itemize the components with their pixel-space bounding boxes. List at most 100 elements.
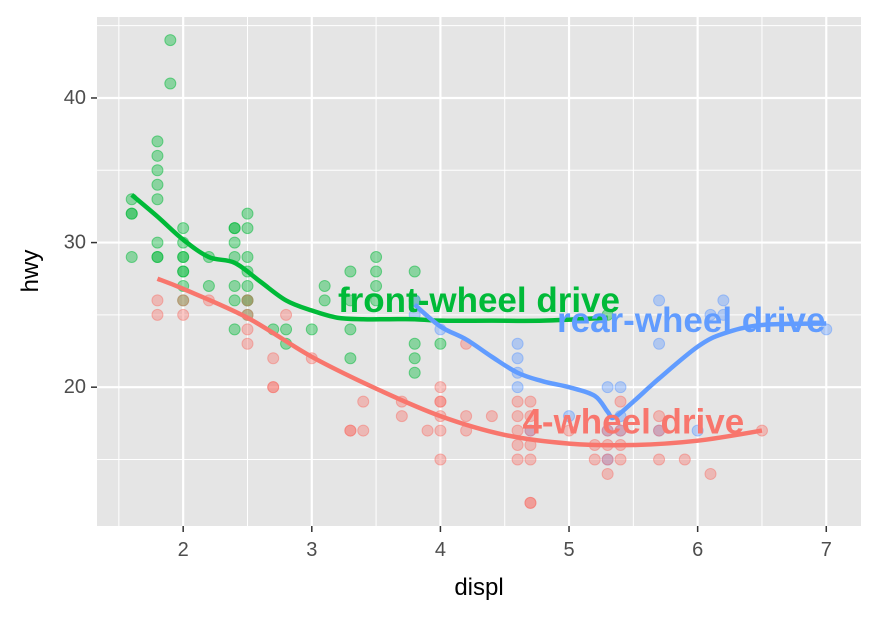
data-point — [434, 395, 447, 408]
data-point — [267, 352, 280, 365]
data-point — [164, 77, 177, 90]
data-point — [241, 337, 254, 350]
data-point — [691, 424, 704, 437]
data-point — [653, 424, 666, 437]
data-point — [485, 410, 498, 423]
data-point — [241, 279, 254, 292]
x-tick-label: 7 — [821, 539, 832, 561]
data-point — [177, 308, 190, 321]
y-tick-label: 40 — [64, 87, 86, 109]
data-point — [704, 467, 717, 480]
grid-lines — [97, 17, 861, 526]
data-point — [653, 337, 666, 350]
data-point — [434, 337, 447, 350]
data-point — [280, 308, 293, 321]
data-point — [524, 424, 537, 437]
data-point — [177, 251, 190, 264]
data-point — [524, 395, 537, 408]
x-tick-label: 3 — [306, 539, 317, 561]
data-point — [408, 366, 421, 379]
data-point — [305, 323, 318, 336]
y-tick-label: 30 — [64, 232, 86, 254]
y-axis-title: hwy — [17, 250, 44, 293]
data-point — [357, 424, 370, 437]
data-point — [228, 294, 241, 307]
y-tick-label: 20 — [64, 376, 86, 398]
data-point — [601, 424, 614, 437]
data-point — [151, 236, 164, 249]
data-point — [202, 279, 215, 292]
data-point — [151, 178, 164, 191]
data-point — [511, 337, 524, 350]
data-point — [241, 251, 254, 264]
data-point — [563, 410, 576, 423]
data-point — [151, 308, 164, 321]
data-point — [241, 222, 254, 235]
series-label: front-wheel drive — [338, 281, 620, 320]
data-point — [344, 294, 357, 307]
data-point — [228, 323, 241, 336]
data-point — [408, 337, 421, 350]
data-point — [280, 323, 293, 336]
data-point — [241, 294, 254, 307]
series-label: 4-wheel drive — [522, 402, 744, 441]
series-label: rear-wheel drive — [557, 301, 825, 340]
data-point — [614, 424, 627, 437]
data-point — [344, 265, 357, 278]
data-point — [460, 410, 473, 423]
data-point — [177, 294, 190, 307]
data-point — [653, 453, 666, 466]
data-point — [524, 496, 537, 509]
data-point — [434, 381, 447, 394]
data-point — [344, 352, 357, 365]
data-point — [653, 410, 666, 423]
x-tick-label: 4 — [435, 539, 446, 561]
data-point — [125, 207, 138, 220]
data-point — [228, 222, 241, 235]
data-point — [125, 251, 138, 264]
x-tick-label: 2 — [178, 539, 189, 561]
data-point — [614, 395, 627, 408]
data-point — [177, 265, 190, 278]
data-point — [151, 193, 164, 206]
data-point — [511, 410, 524, 423]
data-point — [434, 453, 447, 466]
data-point — [318, 279, 331, 292]
data-point — [704, 308, 717, 321]
data-point — [511, 352, 524, 365]
data-point — [601, 467, 614, 480]
data-point — [151, 251, 164, 264]
data-point — [588, 453, 601, 466]
x-tick-label: 6 — [692, 539, 703, 561]
data-point — [241, 207, 254, 220]
data-point — [408, 265, 421, 278]
smooth-line — [156, 276, 763, 448]
data-point — [717, 308, 730, 321]
data-point — [511, 439, 524, 452]
data-point — [370, 251, 383, 264]
data-point — [370, 294, 383, 307]
data-point — [678, 453, 691, 466]
data-point — [717, 294, 730, 307]
data-point — [370, 265, 383, 278]
data-point — [177, 222, 190, 235]
data-point — [228, 279, 241, 292]
data-point — [151, 294, 164, 307]
data-point — [601, 381, 614, 394]
x-axis-title: displ — [454, 574, 503, 601]
data-point — [434, 424, 447, 437]
smooth-line — [130, 193, 608, 324]
data-point — [228, 236, 241, 249]
data-point — [151, 135, 164, 148]
plot-panel — [97, 17, 861, 526]
data-point — [614, 453, 627, 466]
smooth-line — [413, 303, 827, 421]
data-point — [344, 424, 357, 437]
data-point — [164, 34, 177, 47]
data-point — [408, 352, 421, 365]
data-point — [614, 381, 627, 394]
data-point — [601, 453, 614, 466]
data-point — [524, 453, 537, 466]
